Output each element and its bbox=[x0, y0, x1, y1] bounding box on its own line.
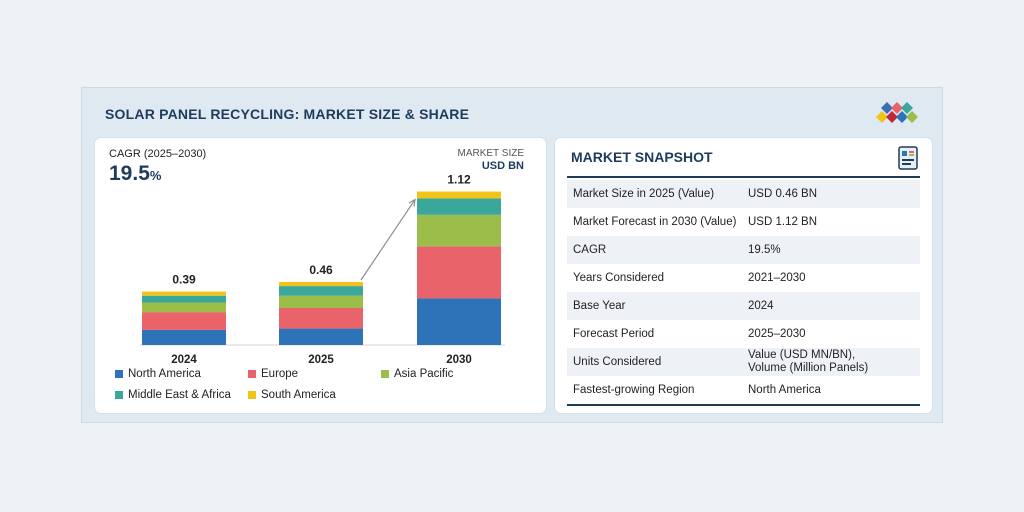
snapshot-row: Market Forecast in 2030 (Value) USD 1.12 … bbox=[567, 208, 920, 236]
bar-segment-south-america-2025 bbox=[279, 281, 363, 287]
legend-item: Middle East & Africa bbox=[115, 389, 231, 401]
snapshot-row: Years Considered 2021–2030 bbox=[567, 264, 920, 292]
bar-segment-north-america-2030 bbox=[417, 298, 501, 345]
legend-label: Asia Pacific bbox=[394, 368, 454, 380]
bar-segment-north-america-2025 bbox=[279, 328, 363, 345]
snapshot-row: Units Considered Value (USD MN/BN), Volume… bbox=[567, 348, 920, 376]
snapshot-row: Base Year 2024 bbox=[567, 292, 920, 320]
bar-segment-europe-2025 bbox=[279, 308, 363, 329]
tick-label-2024: 2024 bbox=[171, 354, 197, 366]
snapshot-value: USD 1.12 BN bbox=[748, 215, 818, 228]
snapshot-divider bbox=[567, 176, 920, 178]
snapshot-title: MARKET SNAPSHOT bbox=[571, 149, 713, 165]
snapshot-row: Market Size in 2025 (Value) USD 0.46 BN bbox=[567, 180, 920, 208]
brand-logo-icon bbox=[876, 102, 918, 123]
tick-label-2025: 2025 bbox=[308, 354, 334, 366]
legend-item: Europe bbox=[248, 368, 298, 380]
snapshot-key: Years Considered bbox=[573, 272, 664, 284]
bar-segment-south-america-2030 bbox=[417, 191, 501, 199]
bar-segment-south-america-2024 bbox=[142, 291, 226, 296]
market-size-label: MARKET SIZE bbox=[457, 148, 525, 159]
snapshot-row: Fastest-growing Region North America bbox=[567, 376, 920, 404]
total-label-2024: 0.39 bbox=[172, 273, 196, 287]
legend-item: North America bbox=[115, 368, 201, 380]
snapshot-value: North America bbox=[748, 383, 821, 396]
snapshot-table: Market Size in 2025 (Value) USD 0.46 BN Ma… bbox=[567, 180, 920, 404]
growth-arrow-head-icon bbox=[408, 198, 416, 207]
snapshot-key: Fastest-growing Region bbox=[573, 384, 695, 396]
bar-segment-asia-pacific-2025 bbox=[279, 295, 363, 309]
snapshot-key: Forecast Period bbox=[573, 328, 655, 340]
legend-item: Asia Pacific bbox=[381, 368, 453, 380]
snapshot-key: Market Size in 2025 (Value) bbox=[573, 188, 715, 200]
snapshot-value: Value (USD MN/BN), Volume (Million Panels… bbox=[748, 349, 869, 374]
legend-label: South America bbox=[261, 389, 336, 401]
snapshot-bottom-divider bbox=[567, 404, 920, 406]
bar-segment-middle-east-africa-2024 bbox=[142, 295, 226, 303]
legend-label: North America bbox=[128, 368, 201, 380]
snapshot-panel: MARKET SNAPSHOT Market Size in 2025 (Val… bbox=[555, 138, 932, 413]
snapshot-value: 2024 bbox=[748, 299, 774, 312]
snapshot-key: Base Year bbox=[573, 300, 626, 312]
cagr-value: 19.5% bbox=[109, 162, 162, 185]
snapshot-value: 2025–2030 bbox=[748, 327, 806, 340]
legend-swatch bbox=[381, 370, 389, 378]
legend-swatch bbox=[115, 391, 123, 399]
snapshot-value: USD 0.46 BN bbox=[748, 187, 818, 200]
legend-label: Europe bbox=[261, 368, 299, 380]
report-icon bbox=[898, 146, 918, 170]
stacked-bar-chart: 0.39 2024 0.46 2025 1.12 2030 bbox=[140, 173, 505, 366]
chart-panel: CAGR (2025–2030) 19.5% MARKET SIZE USD B… bbox=[95, 138, 546, 413]
snapshot-key: CAGR bbox=[573, 244, 607, 256]
page-title: SOLAR PANEL RECYCLING: MARKET SIZE & SHA… bbox=[105, 106, 470, 122]
snapshot-value: 2021–2030 bbox=[748, 271, 806, 284]
snapshot-row: Forecast Period 2025–2030 bbox=[567, 320, 920, 348]
legend-label: Middle East & Africa bbox=[128, 389, 231, 401]
bar-segment-middle-east-africa-2025 bbox=[279, 286, 363, 296]
bar-segment-asia-pacific-2030 bbox=[417, 214, 501, 247]
bar-segment-middle-east-africa-2030 bbox=[417, 198, 501, 215]
market-size-unit: USD BN bbox=[481, 160, 524, 172]
bar-segment-asia-pacific-2024 bbox=[142, 302, 226, 313]
bar-segment-north-america-2024 bbox=[142, 329, 226, 345]
bar-segment-europe-2030 bbox=[417, 246, 501, 299]
snapshot-key: Units Considered bbox=[573, 356, 662, 368]
snapshot-key: Market Forecast in 2030 (Value) bbox=[573, 216, 737, 228]
cagr-label: CAGR (2025–2030) bbox=[109, 148, 207, 160]
total-label-2030: 1.12 bbox=[447, 173, 471, 187]
growth-arrow-line bbox=[360, 199, 416, 281]
legend-swatch bbox=[248, 391, 256, 399]
bar-segment-europe-2024 bbox=[142, 312, 226, 330]
total-label-2025: 0.46 bbox=[309, 263, 333, 277]
snapshot-row: CAGR 19.5% bbox=[567, 236, 920, 264]
legend-item: South America bbox=[248, 389, 336, 401]
infographic-card: SOLAR PANEL RECYCLING: MARKET SIZE & SHA… bbox=[81, 87, 943, 423]
snapshot-value: 19.5% bbox=[748, 243, 781, 256]
legend-swatch bbox=[115, 370, 123, 378]
tick-label-2030: 2030 bbox=[446, 354, 472, 366]
legend-swatch bbox=[248, 370, 256, 378]
